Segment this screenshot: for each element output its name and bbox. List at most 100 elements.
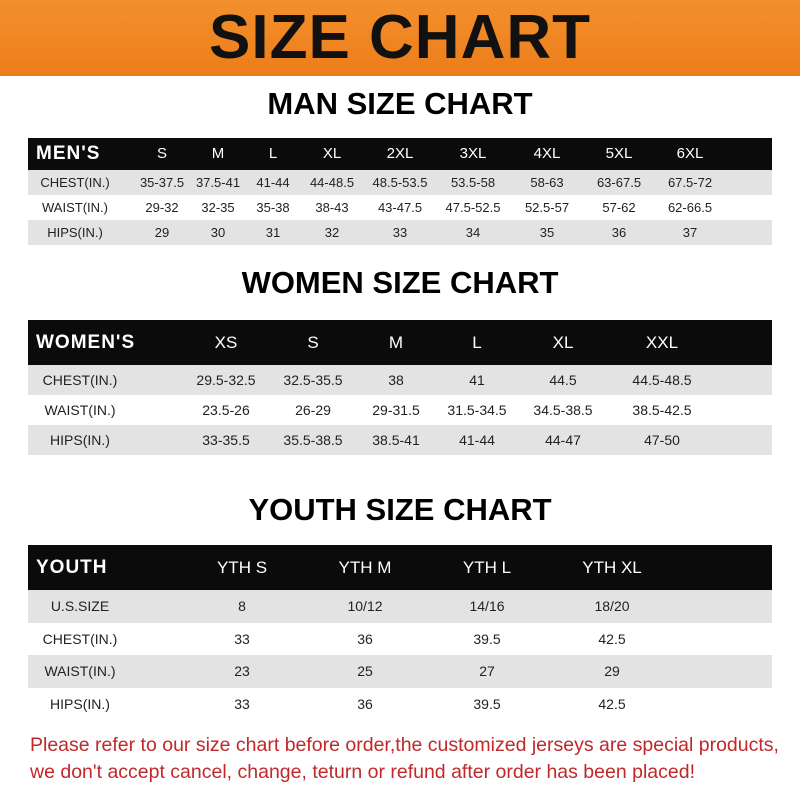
measurement-value: 23.5-26 [202, 402, 250, 418]
women-size-table: WOMEN'S XS S M L XL XXL CHEST(IN.) 29.5-32.5 32.5… [28, 320, 772, 455]
banner-title: SIZE CHART [209, 3, 591, 72]
measurement-value: 44.5 [549, 372, 577, 388]
table-row: HIPS(IN.) 33-35.5 35.5-38.5 38.5-41 41-44 44-… [28, 425, 772, 455]
measurement-value: 10/12 [347, 598, 383, 614]
size-header-cell: 6XL [676, 145, 704, 162]
measurement-value: 37.5-41 [195, 175, 241, 190]
table-row: WAIST(IN.) 23.5-26 26-29 29-31.5 31.5-34.5 34… [28, 395, 772, 425]
measurement-value: 41-44 [256, 175, 290, 190]
measurement-value: 33 [392, 225, 408, 240]
size-header-cell: 3XL [459, 145, 487, 162]
measurement-value: 33-35.5 [202, 432, 250, 448]
measurement-value: 47-50 [644, 432, 680, 448]
size-header-cell: XL [552, 333, 574, 352]
measurement-value: 38 [388, 372, 404, 388]
measurement-label: CHEST(IN.) [40, 175, 110, 190]
size-header-cell: YTH M [338, 558, 392, 577]
size-header-cell: XS [214, 333, 238, 352]
measurement-value: 35 [539, 225, 555, 240]
measurement-value: 48.5-53.5 [372, 175, 428, 190]
measurement-value: 8 [238, 598, 246, 614]
table-row: CHEST(IN.) 29.5-32.5 32.5-35.5 38 41 44.5 44.5… [28, 365, 772, 395]
measurement-value: 34.5-38.5 [533, 402, 593, 418]
table-row: CHEST(IN.) 35-37.5 37.5-41 41-44 44-48.5 48.5… [28, 170, 772, 195]
size-header-cell: 5XL [605, 145, 633, 162]
measurement-value: 29 [154, 225, 170, 240]
men-section-title: MAN SIZE CHART [267, 86, 533, 121]
table-row: CHEST(IN.) 33 36 39.5 42.5 [28, 622, 772, 655]
table-title-cell: MEN'S [36, 143, 101, 164]
measurement-value: 31.5-34.5 [447, 402, 507, 418]
measurement-value: 44-48.5 [309, 175, 355, 190]
measurement-value: 38-43 [315, 200, 349, 215]
size-header-cell: YTH L [462, 558, 512, 577]
measurement-label: HIPS(IN.) [47, 225, 103, 240]
measurement-value: 67.5-72 [667, 175, 713, 190]
measurement-value: 32-35 [201, 200, 235, 215]
size-header-cell: 2XL [386, 145, 414, 162]
youth-size-table: YOUTH YTH S YTH M YTH L YTH XL U.S.SIZE 8 10/12… [28, 545, 772, 720]
size-header-cell: XL [322, 145, 342, 162]
size-header-cell: L [472, 333, 482, 352]
measurement-value: 41-44 [459, 432, 495, 448]
measurement-value: 29-32 [145, 200, 179, 215]
measurement-value: 29.5-32.5 [196, 372, 256, 388]
measurement-value: 36 [357, 695, 373, 712]
measurement-label: WAIST(IN.) [42, 200, 108, 215]
measurement-value: 35-38 [256, 200, 290, 215]
measurement-label: WAIST(IN.) [44, 663, 116, 679]
women-section-title: WOMEN SIZE CHART [241, 265, 559, 300]
measurement-value: 38.5-41 [372, 432, 420, 448]
measurement-label: HIPS(IN.) [50, 695, 110, 712]
measurement-value: 27 [479, 663, 495, 679]
measurement-value: 44.5-48.5 [632, 372, 692, 388]
table-row: HIPS(IN.) 33 36 39.5 42.5 [28, 687, 772, 720]
measurement-value: 38.5-42.5 [632, 402, 692, 418]
measurement-value: 18/20 [594, 598, 630, 614]
measurement-value: 39.5 [473, 630, 501, 647]
measurement-value: 42.5 [598, 695, 626, 712]
measurement-value: 33 [234, 630, 250, 647]
measurement-label: U.S.SIZE [50, 598, 110, 614]
youth-section-title: YOUTH SIZE CHART [248, 492, 552, 527]
table-header-row: WOMEN'S XS S M L XL XXL [28, 320, 772, 365]
size-header-cell: 4XL [533, 145, 561, 162]
measurement-value: 44-47 [545, 432, 581, 448]
size-header-cell: YTH XL [582, 558, 642, 577]
table-header-row: MEN'S S M L XL 2XL 3XL 4XL 5XL 6XL [28, 138, 772, 170]
measurement-value: 29 [604, 663, 620, 679]
measurement-value: 35.5-38.5 [283, 432, 343, 448]
table-row: U.S.SIZE 8 10/12 14/16 18/20 [28, 590, 772, 623]
measurement-value: 36 [611, 225, 627, 240]
measurement-value: 41 [469, 372, 485, 388]
measurement-value: 32.5-35.5 [283, 372, 343, 388]
size-header-cell: YTH S [216, 558, 268, 577]
measurement-label: HIPS(IN.) [50, 432, 110, 448]
size-header-cell: S [307, 333, 319, 352]
measurement-value: 26-29 [295, 402, 331, 418]
table-title-cell: WOMEN'S [36, 332, 136, 353]
measurement-value: 32 [324, 225, 340, 240]
measurement-value: 30 [210, 225, 226, 240]
table-row: HIPS(IN.) 29 30 31 32 33 34 35 36 37 [28, 220, 772, 245]
measurement-value: 25 [357, 663, 373, 679]
table-title-cell: YOUTH [36, 557, 108, 578]
measurement-value: 37 [682, 225, 698, 240]
size-header-cell: M [211, 145, 225, 162]
measurement-value: 58-63 [530, 175, 564, 190]
measurement-value: 63-67.5 [596, 175, 642, 190]
measurement-value: 23 [234, 663, 250, 679]
measurement-label: CHEST(IN.) [42, 372, 118, 388]
measurement-label: CHEST(IN.) [42, 630, 118, 647]
order-notice: Please refer to our size chart before or… [30, 734, 779, 783]
measurement-value: 39.5 [473, 695, 501, 712]
measurement-value: 35-37.5 [139, 175, 185, 190]
size-header-cell: M [388, 333, 404, 352]
measurement-value: 62-66.5 [667, 200, 713, 215]
table-row: WAIST(IN.) 23 25 27 29 [28, 655, 772, 688]
size-header-cell: L [268, 145, 278, 162]
measurement-value: 33 [234, 695, 250, 712]
measurement-value: 42.5 [598, 630, 626, 647]
banner: SIZE CHART [0, 0, 800, 76]
table-header-row: YOUTH YTH S YTH M YTH L YTH XL [28, 545, 772, 590]
